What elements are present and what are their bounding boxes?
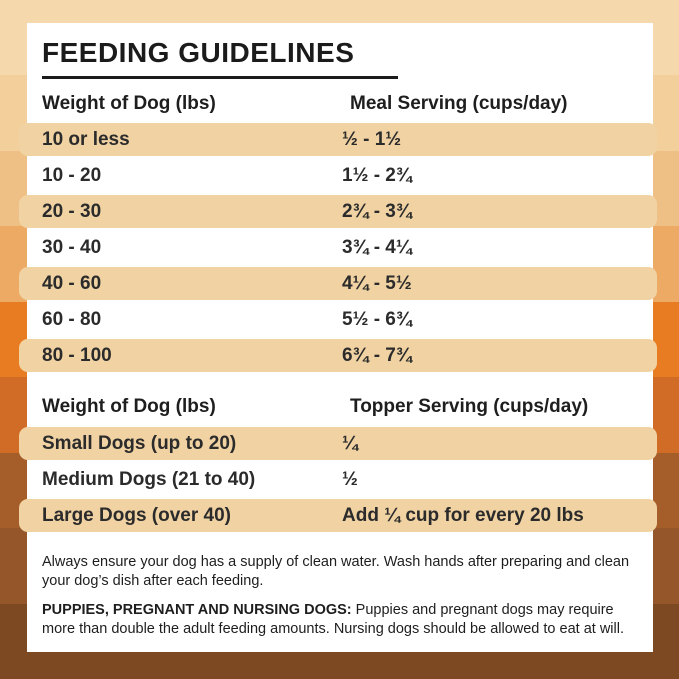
water-note: Always ensure your dog has a supply of c… bbox=[42, 554, 630, 589]
weight-cell: Large Dogs (over 40) bbox=[42, 504, 231, 526]
weight-cell: 80 - 100 bbox=[42, 344, 112, 366]
weight-cell: Small Dogs (up to 20) bbox=[42, 432, 237, 454]
topper-table: Small Dogs (up to 20) ¼ Medium Dogs (21 … bbox=[19, 427, 657, 532]
serving-cell: 1½ - 2¾ bbox=[342, 164, 412, 186]
table-row: 80 - 100 6¾ - 7¾ bbox=[19, 339, 657, 372]
table-row: Small Dogs (up to 20) ¼ bbox=[19, 427, 657, 460]
weight-cell: 40 - 60 bbox=[42, 272, 102, 294]
puppies-note: PUPPIES, PREGNANT AND NURSING DOGS: Pupp… bbox=[42, 601, 642, 638]
serving-cell: ½ bbox=[342, 468, 358, 490]
serving-cell: 3¾ - 4¼ bbox=[342, 236, 412, 258]
serving-cell: 5½ - 6¾ bbox=[342, 308, 412, 330]
serving-cell: ½ - 1½ bbox=[342, 128, 402, 150]
serving-cell: 6¾ - 7¾ bbox=[342, 344, 412, 366]
puppies-note-text: Puppies and pregnant dogs may require mo… bbox=[42, 602, 624, 637]
topper-header-weight: Weight of Dog (lbs) bbox=[42, 396, 216, 417]
meal-table-header: Weight of Dog (lbs) Meal Serving (cups/d… bbox=[27, 93, 653, 115]
serving-cell: ¼ bbox=[342, 432, 358, 454]
weight-cell: Medium Dogs (21 to 40) bbox=[42, 468, 256, 490]
topper-table-header: Weight of Dog (lbs) Topper Serving (cups… bbox=[27, 396, 653, 418]
table-row: 60 - 80 5½ - 6¾ bbox=[19, 303, 657, 336]
page-title: FEEDING GUIDELINES bbox=[42, 37, 355, 68]
table-row: 30 - 40 3¾ - 4¼ bbox=[19, 231, 657, 264]
serving-cell: 2¾ - 3¾ bbox=[342, 200, 412, 222]
weight-cell: 20 - 30 bbox=[42, 200, 102, 222]
serving-cell: 4¼ - 5½ bbox=[342, 272, 412, 294]
weight-cell: 10 or less bbox=[42, 128, 130, 150]
table-row: 10 - 20 1½ - 2¾ bbox=[19, 159, 657, 192]
weight-cell: 60 - 80 bbox=[42, 308, 102, 330]
puppies-note-label: PUPPIES, PREGNANT AND NURSING DOGS: bbox=[42, 602, 352, 618]
weight-cell: 10 - 20 bbox=[42, 164, 102, 186]
meal-table: 10 or less ½ - 1½ 10 - 20 1½ - 2¾ 20 - 3… bbox=[19, 123, 657, 372]
table-row: 10 or less ½ - 1½ bbox=[19, 123, 657, 156]
feeding-guidelines-card: FEEDING GUIDELINES Weight of Dog (lbs) M… bbox=[19, 23, 657, 652]
topper-header-serving: Topper Serving (cups/day) bbox=[350, 396, 589, 417]
meal-header-serving: Meal Serving (cups/day) bbox=[350, 93, 568, 114]
meal-header-weight: Weight of Dog (lbs) bbox=[42, 93, 216, 114]
weight-cell: 30 - 40 bbox=[42, 236, 102, 258]
table-row: Medium Dogs (21 to 40) ½ bbox=[19, 463, 657, 496]
title-underline bbox=[42, 76, 398, 79]
table-row: 20 - 30 2¾ - 3¾ bbox=[19, 195, 657, 228]
table-row: 40 - 60 4¼ - 5½ bbox=[19, 267, 657, 300]
table-row: Large Dogs (over 40) Add ¼ cup for every… bbox=[19, 499, 657, 532]
serving-cell: Add ¼ cup for every 20 lbs bbox=[342, 504, 584, 526]
footnotes: Always ensure your dog has a supply of c… bbox=[42, 553, 642, 638]
